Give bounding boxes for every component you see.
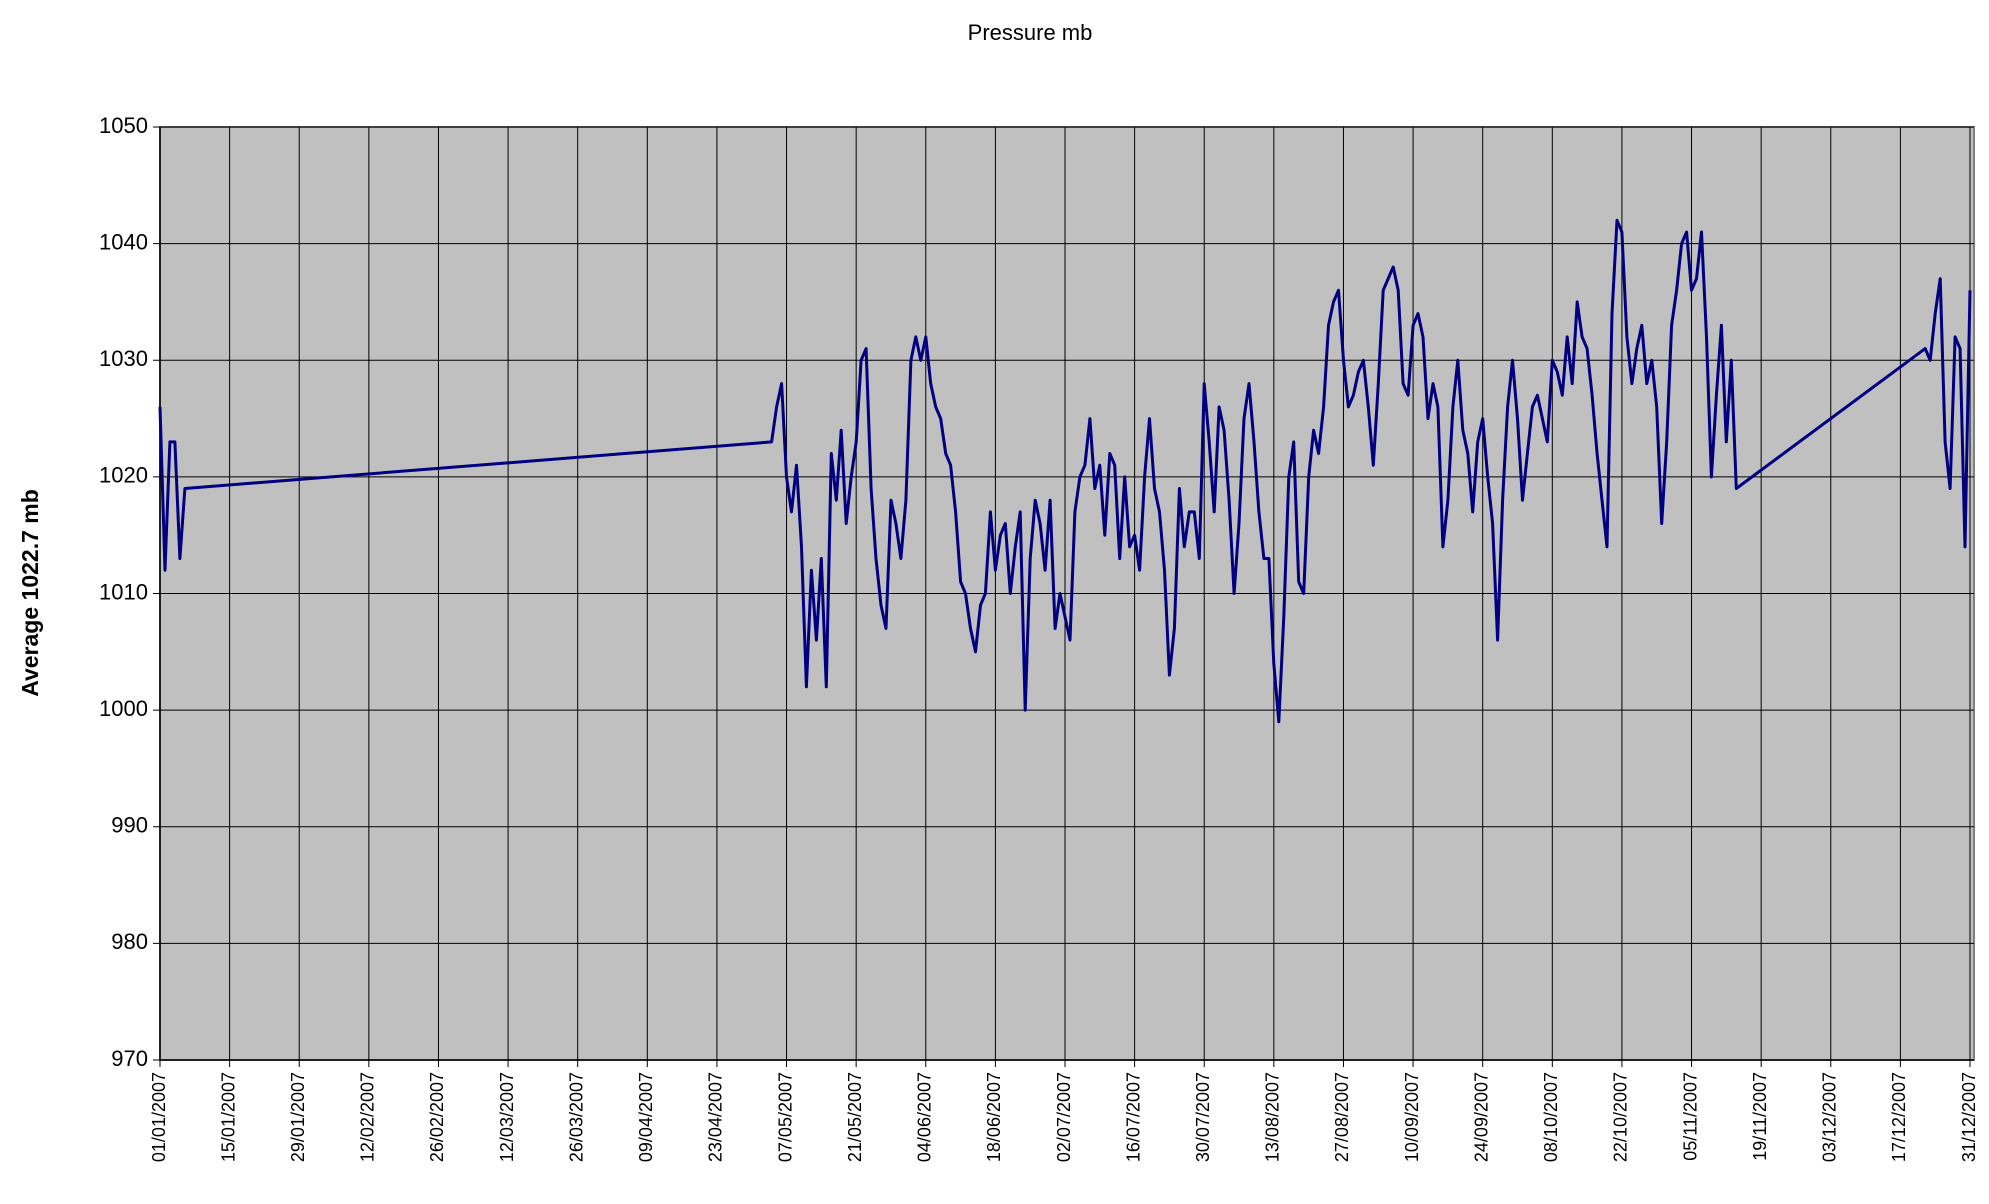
x-tick-label: 26/02/2007 bbox=[427, 1072, 447, 1162]
x-tick-label: 24/09/2007 bbox=[1471, 1072, 1491, 1162]
chart-title: Pressure mb bbox=[968, 20, 1093, 45]
x-tick-label: 29/01/2007 bbox=[288, 1072, 308, 1162]
y-axis-label: Average 1022.7 mb bbox=[17, 489, 43, 697]
y-tick-label: 1000 bbox=[99, 696, 148, 721]
x-tick-label: 07/05/2007 bbox=[775, 1072, 795, 1162]
data-line bbox=[158, 218, 1972, 724]
x-tick-label: 30/07/2007 bbox=[1193, 1072, 1213, 1162]
y-tick-label: 1040 bbox=[99, 229, 148, 254]
y-tick-label: 1020 bbox=[99, 463, 148, 488]
x-tick-label: 27/08/2007 bbox=[1332, 1072, 1352, 1162]
y-tick-label: 990 bbox=[111, 813, 148, 838]
x-tick-label: 22/10/2007 bbox=[1611, 1072, 1631, 1162]
y-tick-label: 1010 bbox=[99, 579, 148, 604]
x-tick-label: 04/06/2007 bbox=[915, 1072, 935, 1162]
x-tick-label: 03/12/2007 bbox=[1820, 1072, 1840, 1162]
x-tick-label: 09/04/2007 bbox=[636, 1072, 656, 1162]
x-tick-label: 17/12/2007 bbox=[1889, 1072, 1909, 1162]
x-tick-label: 08/10/2007 bbox=[1541, 1072, 1561, 1162]
x-tick-label: 23/04/2007 bbox=[706, 1072, 726, 1162]
y-tick-label: 1050 bbox=[99, 113, 148, 138]
x-tick-label: 13/08/2007 bbox=[1263, 1072, 1283, 1162]
x-tick-label: 16/07/2007 bbox=[1123, 1072, 1143, 1162]
x-tick-label: 05/11/2007 bbox=[1680, 1072, 1700, 1161]
x-tick-label: 15/01/2007 bbox=[218, 1072, 238, 1162]
y-tick-label: 1030 bbox=[99, 346, 148, 371]
x-tick-label: 31/12/2007 bbox=[1959, 1072, 1979, 1162]
x-tick-label: 12/03/2007 bbox=[497, 1072, 517, 1162]
x-tick-label: 02/07/2007 bbox=[1054, 1072, 1074, 1162]
y-tick-label: 970 bbox=[111, 1046, 148, 1071]
x-tick-label: 12/02/2007 bbox=[358, 1072, 378, 1162]
y-tick-label: 980 bbox=[111, 929, 148, 954]
x-tick-label: 10/09/2007 bbox=[1402, 1072, 1422, 1162]
x-tick-label: 26/03/2007 bbox=[566, 1072, 586, 1162]
x-tick-label: 18/06/2007 bbox=[984, 1072, 1004, 1162]
x-tick-label: 19/11/2007 bbox=[1750, 1072, 1770, 1161]
x-tick-label: 21/05/2007 bbox=[845, 1072, 865, 1162]
x-tick-label: 01/01/2007 bbox=[149, 1072, 169, 1162]
